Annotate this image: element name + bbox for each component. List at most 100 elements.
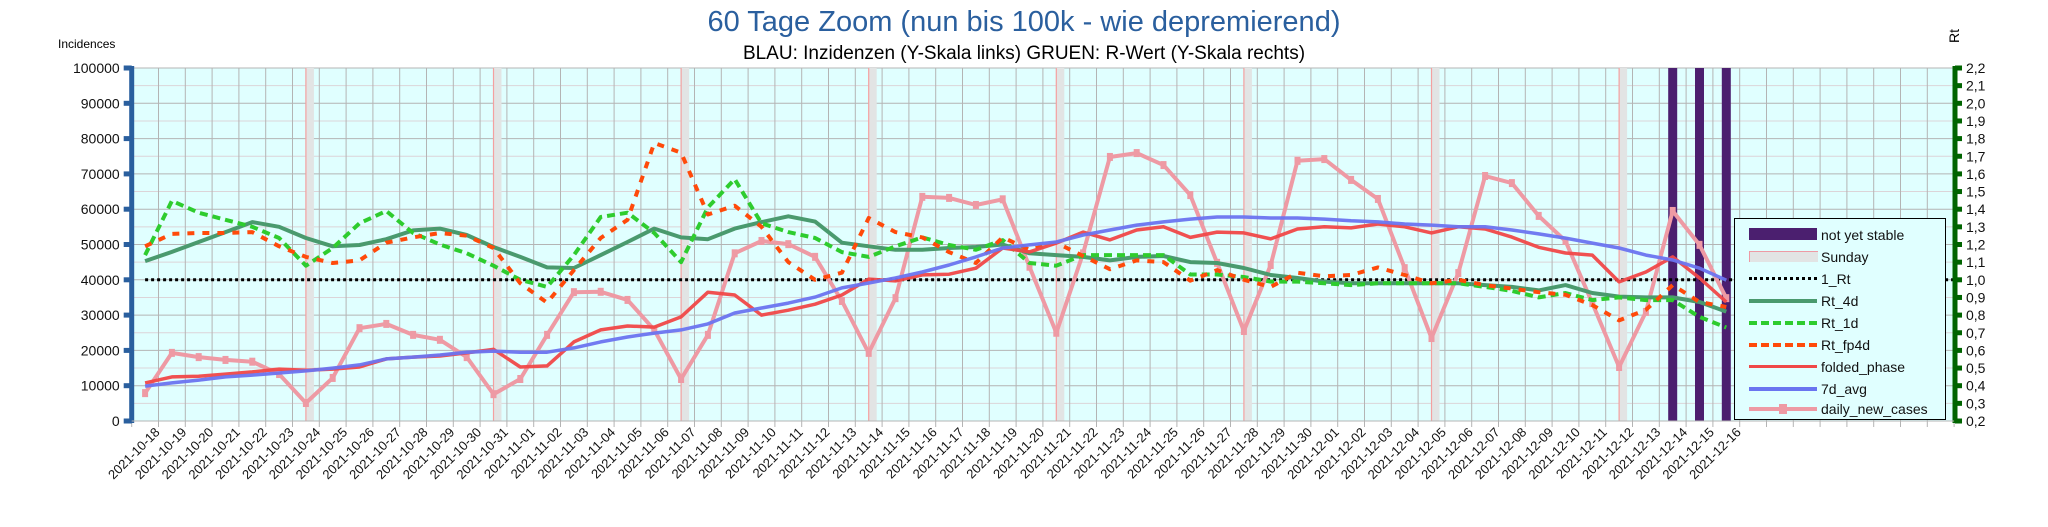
chart-subtitle: BLAU: Inzidenzen (Y-Skala links) GRUEN: … — [742, 43, 1306, 64]
sunday-bar — [1243, 68, 1252, 421]
right-axis-tick — [1955, 153, 1962, 159]
left-axis-tick — [123, 312, 132, 318]
right-axis-tick-label: 0,3 — [1966, 395, 1986, 411]
right-axis-tick-label: 2,2 — [1966, 60, 1986, 76]
sunday-bar — [1056, 68, 1065, 421]
data-point-daily-new-cases — [972, 200, 979, 209]
legend-item-1-rt: 1_Rt — [1749, 269, 1851, 289]
series-daily-new-cases — [143, 151, 1729, 405]
left-axis-tick-label: 60000 — [81, 201, 120, 217]
right-axis-tick-label: 1,9 — [1966, 113, 1986, 129]
data-point-daily-new-cases — [1133, 149, 1140, 158]
data-point-daily-new-cases — [195, 353, 202, 362]
right-axis-tick-label: 1,7 — [1966, 148, 1986, 164]
right-axis-tick-label: 2,1 — [1966, 78, 1986, 94]
legend-item-daily-new-cases: daily_new_cases — [1749, 399, 1928, 419]
data-point-daily-new-cases — [1723, 294, 1730, 303]
data-point-daily-new-cases — [249, 357, 256, 366]
data-point-daily-new-cases — [1401, 264, 1408, 273]
right-axis-tick — [1955, 259, 1962, 265]
data-point-daily-new-cases — [1642, 307, 1649, 316]
data-point-daily-new-cases — [329, 373, 336, 382]
left-axis-tick-label: 10000 — [81, 378, 120, 394]
right-axis-tick — [1955, 347, 1962, 353]
right-axis-tick — [1955, 136, 1962, 142]
data-point-daily-new-cases — [1696, 240, 1703, 249]
left-axis-tick — [123, 171, 132, 177]
series-Rt-1d — [143, 177, 1728, 330]
data-point-daily-new-cases — [1160, 161, 1167, 170]
series-7d-avg — [144, 215, 1728, 388]
data-point-daily-new-cases — [1240, 326, 1247, 335]
left-axis-tick — [123, 206, 132, 212]
right-axis-tick — [1955, 365, 1962, 371]
data-point-daily-new-cases — [1053, 328, 1060, 337]
data-point-daily-new-cases — [436, 335, 443, 344]
right-axis-tick-label: 1,4 — [1966, 201, 1986, 217]
data-point-daily-new-cases — [1348, 175, 1355, 184]
data-point-daily-new-cases — [1321, 155, 1328, 164]
left-axis-tick-label: 0 — [112, 413, 120, 429]
left-axis-tick — [123, 277, 132, 283]
right-axis-tick — [1955, 312, 1962, 318]
right-axis-tick — [1955, 65, 1962, 71]
data-point-daily-new-cases — [302, 398, 309, 407]
legend-item-7d-avg: 7d_avg — [1749, 379, 1867, 399]
data-point-daily-new-cases — [678, 374, 685, 383]
data-point-daily-new-cases — [1616, 362, 1623, 371]
right-axis-tick — [1955, 100, 1962, 106]
legend: not yet stable Sunday 1_Rt Rt_4d Rt_1d R… — [1734, 218, 1946, 420]
data-point-daily-new-cases — [865, 348, 872, 357]
data-point-daily-new-cases — [1455, 269, 1462, 278]
left-axis-tick — [123, 347, 132, 353]
data-point-daily-new-cases — [704, 330, 711, 339]
data-point-daily-new-cases — [570, 288, 577, 297]
left-axis-tick — [123, 65, 132, 71]
left-axis-tick — [123, 100, 132, 106]
legend-item-rt-fp4d: Rt_fp4d — [1749, 335, 1870, 355]
legend-item-rt-1d: Rt_1d — [1749, 313, 1858, 333]
right-axis-tick — [1955, 400, 1962, 406]
sunday-bar — [868, 68, 877, 421]
data-point-daily-new-cases — [168, 348, 175, 357]
left-axis-tick — [123, 418, 132, 424]
right-axis-tick — [1955, 224, 1962, 230]
right-axis-tick-label: 0,4 — [1966, 378, 1986, 394]
right-axis-tick-label: 1,1 — [1966, 254, 1986, 270]
left-axis-tick — [123, 242, 132, 247]
data-point-daily-new-cases — [1669, 206, 1676, 215]
right-axis-tick — [1955, 83, 1962, 89]
right-axis-tick-label: 0,7 — [1966, 325, 1986, 341]
right-axis-tick-label: 0,5 — [1966, 360, 1986, 376]
left-axis-tick-label: 90000 — [81, 95, 120, 111]
right-axis-tick — [1955, 330, 1962, 336]
data-point-daily-new-cases — [838, 296, 845, 305]
chart-title: 60 Tage Zoom (nun bis 100k - wie depremi… — [707, 6, 1341, 38]
left-axis-tick-label: 30000 — [81, 307, 120, 323]
data-point-daily-new-cases — [597, 287, 604, 296]
left-axis-tick-label: 70000 — [81, 166, 120, 182]
right-axis-tick — [1955, 277, 1962, 283]
data-point-daily-new-cases — [624, 295, 631, 304]
right-axis-tick-label: 1,8 — [1966, 131, 1986, 147]
data-point-daily-new-cases — [517, 374, 524, 383]
left-axis-tick-label: 40000 — [81, 272, 120, 288]
data-point-daily-new-cases — [892, 294, 899, 303]
data-point-daily-new-cases — [812, 252, 819, 261]
data-point-daily-new-cases — [785, 240, 792, 249]
right-axis-tick-label: 1,5 — [1966, 184, 1986, 200]
left-axis-tick-label: 50000 — [81, 237, 120, 253]
right-axis-tick — [1955, 206, 1962, 212]
data-point-daily-new-cases — [1428, 334, 1435, 343]
sunday-bar — [493, 68, 502, 421]
sunday-bar — [305, 68, 314, 421]
data-point-daily-new-cases — [1026, 262, 1033, 271]
data-point-daily-new-cases — [383, 319, 390, 328]
right-axis-tick-label: 1,2 — [1966, 237, 1986, 253]
left-axis-tick — [123, 383, 132, 389]
data-point-daily-new-cases — [919, 192, 926, 201]
data-point-daily-new-cases — [1106, 152, 1113, 161]
data-point-daily-new-cases — [758, 236, 765, 245]
data-point-daily-new-cases — [490, 390, 497, 399]
